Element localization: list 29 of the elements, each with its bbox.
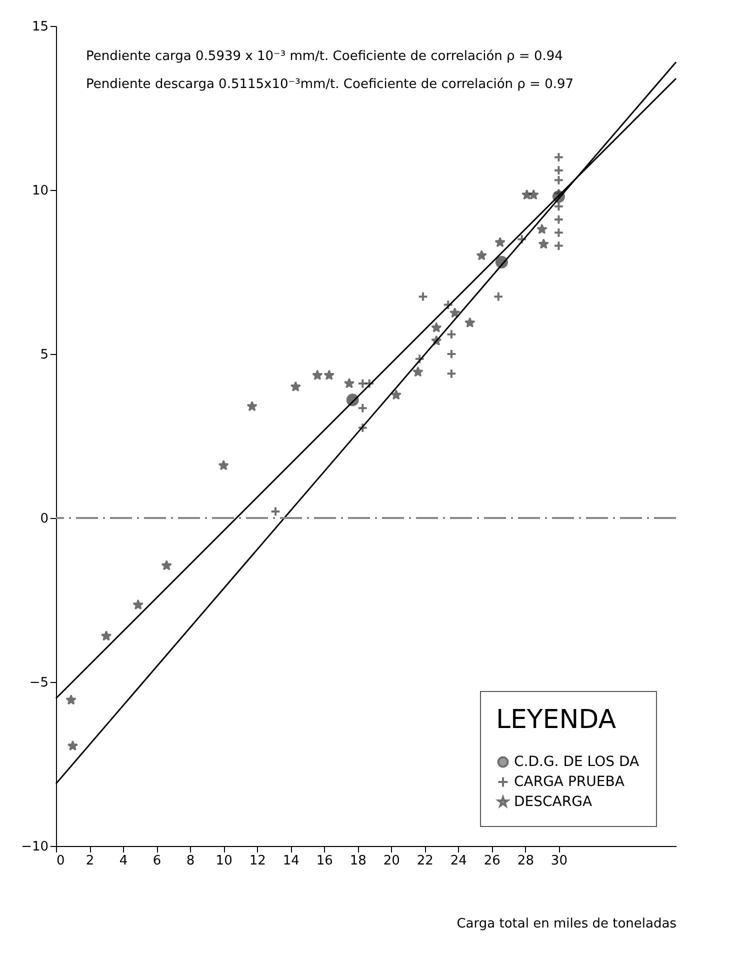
x-tick-label: 6: [152, 854, 162, 868]
y-tick-label: 5: [40, 348, 48, 362]
x-tick-label: 26: [484, 854, 500, 868]
x-tick-label: 16: [316, 854, 333, 868]
y-tick-label: 0: [40, 512, 48, 526]
legend-label: C.D.G. DE LOS DA: [514, 754, 640, 770]
x-tick-label: 22: [416, 854, 434, 868]
x-tick-label: 20: [383, 854, 400, 868]
x-tick-label: 18: [350, 854, 366, 868]
annotation: Pendiente carga 0.5939 x 10⁻³ mm/t. Coeficiente de correlación ρ = 0.94: [86, 49, 563, 64]
legend-label: DESCARGA: [514, 794, 592, 810]
x-tick-label: 30: [550, 854, 568, 868]
x-tick-label: 8: [186, 854, 195, 868]
legend-title: LEYENDA: [496, 705, 616, 735]
x-tick-label: 0: [56, 854, 65, 868]
y-tick-label: 10: [32, 184, 48, 198]
legend-label: CARGA PRUEBA: [514, 774, 625, 790]
x-tick-label: 10: [216, 854, 232, 868]
x-tick-label: 12: [249, 854, 266, 868]
x-tick-label: 24: [450, 854, 467, 868]
y-tick-label: −5: [29, 676, 48, 690]
x-axis-title: Carga total en miles de toneladas: [456, 916, 677, 932]
x-tick-label: 14: [282, 854, 300, 868]
x-tick-label: 28: [517, 854, 534, 868]
y-tick-label: −10: [21, 840, 48, 854]
x-tick-label: 4: [119, 854, 128, 868]
annotation: Pendiente descarga 0.5115x10⁻³mm/t. Coeficiente de correlación ρ = 0.97: [86, 77, 574, 92]
y-tick-label: 15: [32, 20, 48, 34]
x-tick-label: 2: [86, 854, 94, 868]
